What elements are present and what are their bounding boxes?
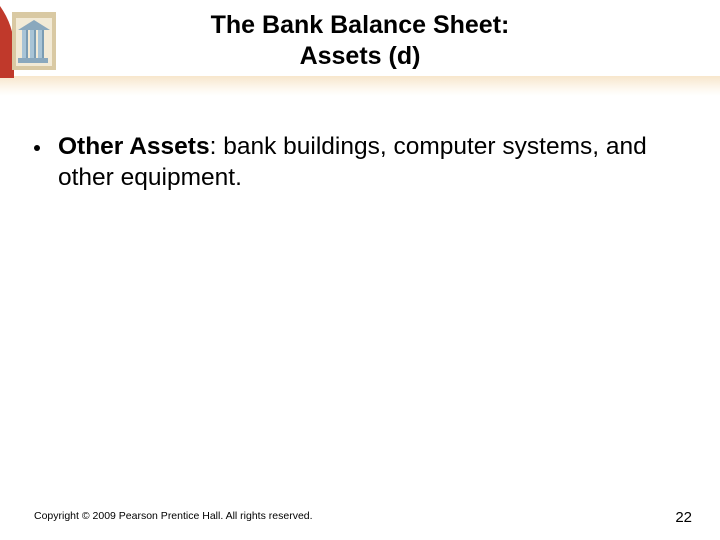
content-area: Other Assets: bank buildings, computer s… (34, 132, 674, 193)
header-band: The Bank Balance Sheet: Assets (d) (0, 0, 720, 96)
bullet-lead: Other Assets (58, 133, 210, 160)
slide-title: The Bank Balance Sheet: Assets (d) (0, 10, 720, 73)
title-line-1: The Bank Balance Sheet: (0, 10, 720, 41)
bullet-text: Other Assets: bank buildings, computer s… (58, 132, 674, 193)
bullet-marker-icon (34, 145, 40, 151)
page-number: 22 (675, 509, 692, 526)
header-gradient (0, 76, 720, 96)
title-line-2: Assets (d) (0, 41, 720, 72)
bullet-item: Other Assets: bank buildings, computer s… (34, 132, 674, 193)
copyright-text: Copyright © 2009 Pearson Prentice Hall. … (34, 510, 313, 522)
